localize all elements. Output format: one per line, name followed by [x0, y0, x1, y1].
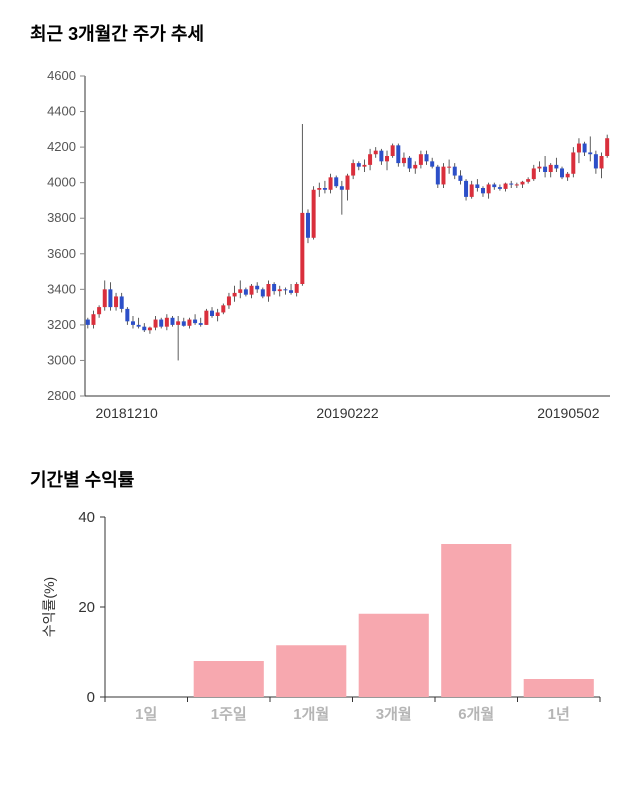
svg-text:수익률(%): 수익률(%) — [41, 577, 57, 637]
svg-text:4200: 4200 — [47, 139, 76, 154]
candlestick-section: 최근 3개월간 주가 추세 2800 3000 3200 3400 3600 3800 40… — [30, 20, 610, 431]
svg-text:1개월: 1개월 — [293, 705, 329, 723]
svg-text:2800: 2800 — [47, 388, 76, 403]
svg-text:4000: 4000 — [47, 175, 76, 190]
svg-text:4400: 4400 — [47, 104, 76, 119]
candlestick-svg: 2800 3000 3200 3400 3600 3800 4000 4200 4400 4600… — [30, 61, 610, 431]
bar-section: 기간별 수익률 0 20 40 수익률(%) 1일 1주일 1개월 3개월 6개월 1년 — [30, 466, 610, 737]
svg-text:3600: 3600 — [47, 246, 76, 261]
svg-text:3400: 3400 — [47, 281, 76, 296]
svg-text:3200: 3200 — [47, 317, 76, 332]
svg-text:20190222: 20190222 — [316, 405, 379, 421]
svg-text:40: 40 — [78, 509, 95, 526]
svg-text:0: 0 — [87, 689, 95, 706]
svg-text:20190502: 20190502 — [537, 405, 600, 421]
svg-text:3800: 3800 — [47, 210, 76, 225]
svg-text:20181210: 20181210 — [96, 405, 159, 421]
svg-text:3000: 3000 — [47, 352, 76, 367]
svg-text:4600: 4600 — [47, 68, 76, 83]
candlestick-chart: 2800 3000 3200 3400 3600 3800 4000 4200 4400 4600… — [30, 61, 610, 431]
svg-text:1일: 1일 — [135, 706, 157, 723]
svg-text:20: 20 — [78, 599, 95, 616]
svg-text:1주일: 1주일 — [211, 706, 247, 723]
svg-text:6개월: 6개월 — [458, 705, 494, 723]
svg-text:3개월: 3개월 — [376, 705, 412, 723]
candlestick-title: 최근 3개월간 주가 추세 — [30, 20, 610, 46]
bar-chart: 0 20 40 수익률(%) 1일 1주일 1개월 3개월 6개월 1년 — [30, 507, 610, 737]
svg-text:1년: 1년 — [548, 706, 570, 723]
bar-svg: 0 20 40 수익률(%) 1일 1주일 1개월 3개월 6개월 1년 — [30, 507, 610, 737]
bar-title: 기간별 수익률 — [30, 466, 610, 492]
